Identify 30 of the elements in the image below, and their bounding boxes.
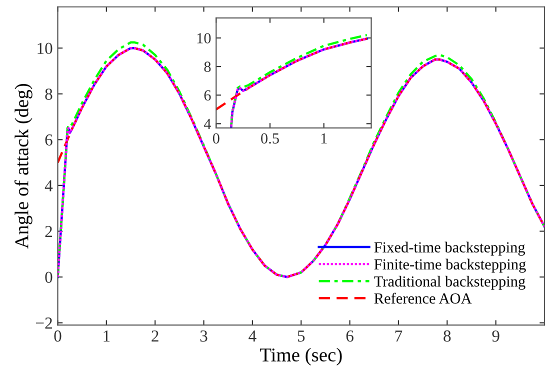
- y-tick-label: 8: [45, 88, 52, 100]
- x-tick-label: 1: [321, 133, 327, 144]
- x-tick-label: 8: [444, 330, 451, 342]
- x-tick-label: 9: [492, 330, 500, 342]
- line-series: [216, 38, 368, 111]
- y-tick-label: 10: [197, 33, 211, 44]
- x-axis-title: Time (sec): [260, 348, 342, 366]
- legend-label: Finite-time backstepping: [374, 258, 526, 273]
- x-tick-label: 2: [152, 330, 158, 342]
- x-tick-label: 5: [298, 330, 305, 342]
- y-tick-label: 4: [204, 118, 212, 129]
- legend-label: Traditional backstepping: [374, 276, 526, 290]
- y-tick-label: 10: [38, 42, 52, 54]
- y-tick-label: 0: [45, 272, 52, 283]
- x-tick-label: 0: [54, 330, 62, 342]
- y-tick-label: 4: [44, 180, 53, 192]
- y-tick-label: 2: [45, 226, 52, 238]
- x-tick-label: 6: [346, 330, 354, 342]
- x-tick-label: 1: [104, 330, 110, 342]
- x-tick-label: 0: [212, 133, 220, 144]
- y-tick-label: 8: [204, 62, 211, 72]
- legend-label: Reference AOA: [374, 292, 472, 304]
- y-axis-title: Angle of attack (deg): [14, 84, 32, 249]
- y-tick-label: 6: [204, 90, 211, 101]
- x-tick-label: 0.5: [261, 133, 279, 144]
- x-tick-label: 7: [395, 330, 402, 342]
- x-tick-label: 3: [200, 330, 208, 342]
- legend-label: Fixed-time backstepping: [374, 242, 526, 256]
- y-tick-label: −2: [36, 318, 52, 329]
- x-tick-label: 4: [248, 330, 256, 342]
